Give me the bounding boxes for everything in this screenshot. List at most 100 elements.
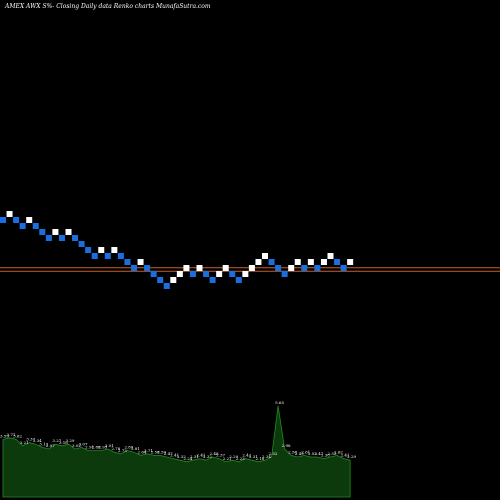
renko-brick-down <box>19 223 26 229</box>
volume-label: 2.18 <box>255 456 264 461</box>
volume-label: 2.91 <box>85 445 94 450</box>
renko-brick-up <box>65 229 72 235</box>
volume-label: 2.47 <box>164 451 173 456</box>
volume-label: 3.01 <box>105 443 114 448</box>
volume-label: 2.31 <box>249 454 258 459</box>
renko-brick-up <box>320 259 327 265</box>
volume-label: 2.59 <box>157 449 166 454</box>
volume-label: 2.53 <box>328 451 337 456</box>
renko-brick-down <box>91 253 98 259</box>
volume-label: 3.37 <box>26 437 35 442</box>
renko-brick-up <box>255 259 262 265</box>
renko-brick-down <box>203 271 210 277</box>
renko-brick-down <box>58 235 65 241</box>
volume-label: 3.59 <box>0 433 9 438</box>
renko-brick-down <box>157 277 164 283</box>
volume-label: 2.41 <box>197 453 206 458</box>
volume-label: 3.71 <box>7 432 16 437</box>
renko-brick-down <box>78 241 85 247</box>
volume-label: 2.52 <box>269 451 278 456</box>
renko-brick-up <box>294 259 301 265</box>
renko-brick-up <box>262 253 268 259</box>
renko-brick-down <box>340 265 347 271</box>
volume-label: 2.31 <box>190 454 199 459</box>
renko-brick-down <box>45 235 52 241</box>
volume-label: 2.42 <box>242 453 251 458</box>
renko-brick-down <box>268 259 275 265</box>
renko-brick-down <box>104 253 111 259</box>
renko-brick-down <box>39 229 46 235</box>
renko-brick-up <box>222 265 229 271</box>
renko-brick-down <box>301 265 308 271</box>
volume-label: 3.21 <box>20 440 29 445</box>
renko-brick-down <box>85 247 92 253</box>
renko-brick-up <box>248 265 255 271</box>
renko-brick-down <box>235 277 242 283</box>
renko-brick-up <box>183 265 190 271</box>
renko-brick-down <box>275 265 282 271</box>
renko-brick-down <box>150 271 157 277</box>
renko-brick-down <box>314 265 321 271</box>
volume-label: 3.02 <box>72 443 81 448</box>
renko-brick-down <box>209 277 216 283</box>
renko-brick-down <box>72 235 79 241</box>
volume-label: 3.16 <box>59 440 68 445</box>
volume-label: 2.29 <box>347 454 356 459</box>
volume-label: 2.64 <box>138 449 147 454</box>
renko-brick-down <box>117 253 124 259</box>
volume-label: 3.27 <box>52 438 61 443</box>
renko-brick-up <box>170 277 177 283</box>
renko-brick-down <box>163 283 170 289</box>
volume-label: 2.93 <box>98 445 107 450</box>
volume-label: 3.34 <box>33 438 42 443</box>
chart-title: AMEX AWX S%- Closing Daily data Renko ch… <box>4 3 211 10</box>
renko-brick-up <box>216 271 223 277</box>
volume-label: 2.48 <box>210 451 219 456</box>
volume-label: 3.07 <box>79 441 88 446</box>
volume-label: 2.73 <box>118 448 127 453</box>
renko-brick-down <box>144 265 151 271</box>
volume-label: 2.53 <box>308 451 317 456</box>
volume-label: 2.23 <box>236 456 245 461</box>
renko-brick-down <box>281 271 288 277</box>
renko-brick-up <box>111 247 118 253</box>
renko-brick-down <box>0 217 6 223</box>
renko-brick-down <box>334 259 341 265</box>
renko-brick-down <box>13 217 20 223</box>
renko-brick-up <box>288 265 295 271</box>
volume-label: 2.97 <box>46 443 55 448</box>
volume-label: 5.65 <box>275 400 284 405</box>
volume-label: 3.13 <box>39 441 48 446</box>
volume-label: 2.89 <box>124 445 133 450</box>
volume-label: 2.62 <box>334 449 343 454</box>
volume-label: 2.37 <box>216 453 225 458</box>
renko-brick-down <box>131 265 137 271</box>
renko-brick-up <box>196 265 203 271</box>
renko-bricks <box>0 211 354 289</box>
volume-label: 3.29 <box>66 438 75 443</box>
volume-label: 2.71 <box>144 448 153 453</box>
volume-label: 2.38 <box>321 453 330 458</box>
volume-label: 2.24 <box>183 456 192 461</box>
renko-brick-down <box>124 259 131 265</box>
volume-label: 2.98 <box>282 443 291 448</box>
volume-label: 2.34 <box>262 454 271 459</box>
volume-label: 2.32 <box>203 454 212 459</box>
renko-brick-up <box>242 271 249 277</box>
renko-brick-down <box>229 271 236 277</box>
volume-label: 2.21 <box>223 456 232 461</box>
renko-brick-up <box>98 247 105 253</box>
volume-label: 2.78 <box>111 446 120 451</box>
renko-brick-down <box>32 223 39 229</box>
volume-label: 2.81 <box>131 446 140 451</box>
renko-brick-up <box>176 271 183 277</box>
renko-brick-up <box>6 211 13 217</box>
volume-label: 2.58 <box>288 449 297 454</box>
renko-brick-up <box>347 259 354 265</box>
renko-brick-up <box>327 253 334 259</box>
volume-label: 2.41 <box>170 453 179 458</box>
volume-label: 3.62 <box>13 433 22 438</box>
renko-brick-up <box>307 259 314 265</box>
volume-label: 2.47 <box>314 451 323 456</box>
volume-label: 2.49 <box>295 451 304 456</box>
